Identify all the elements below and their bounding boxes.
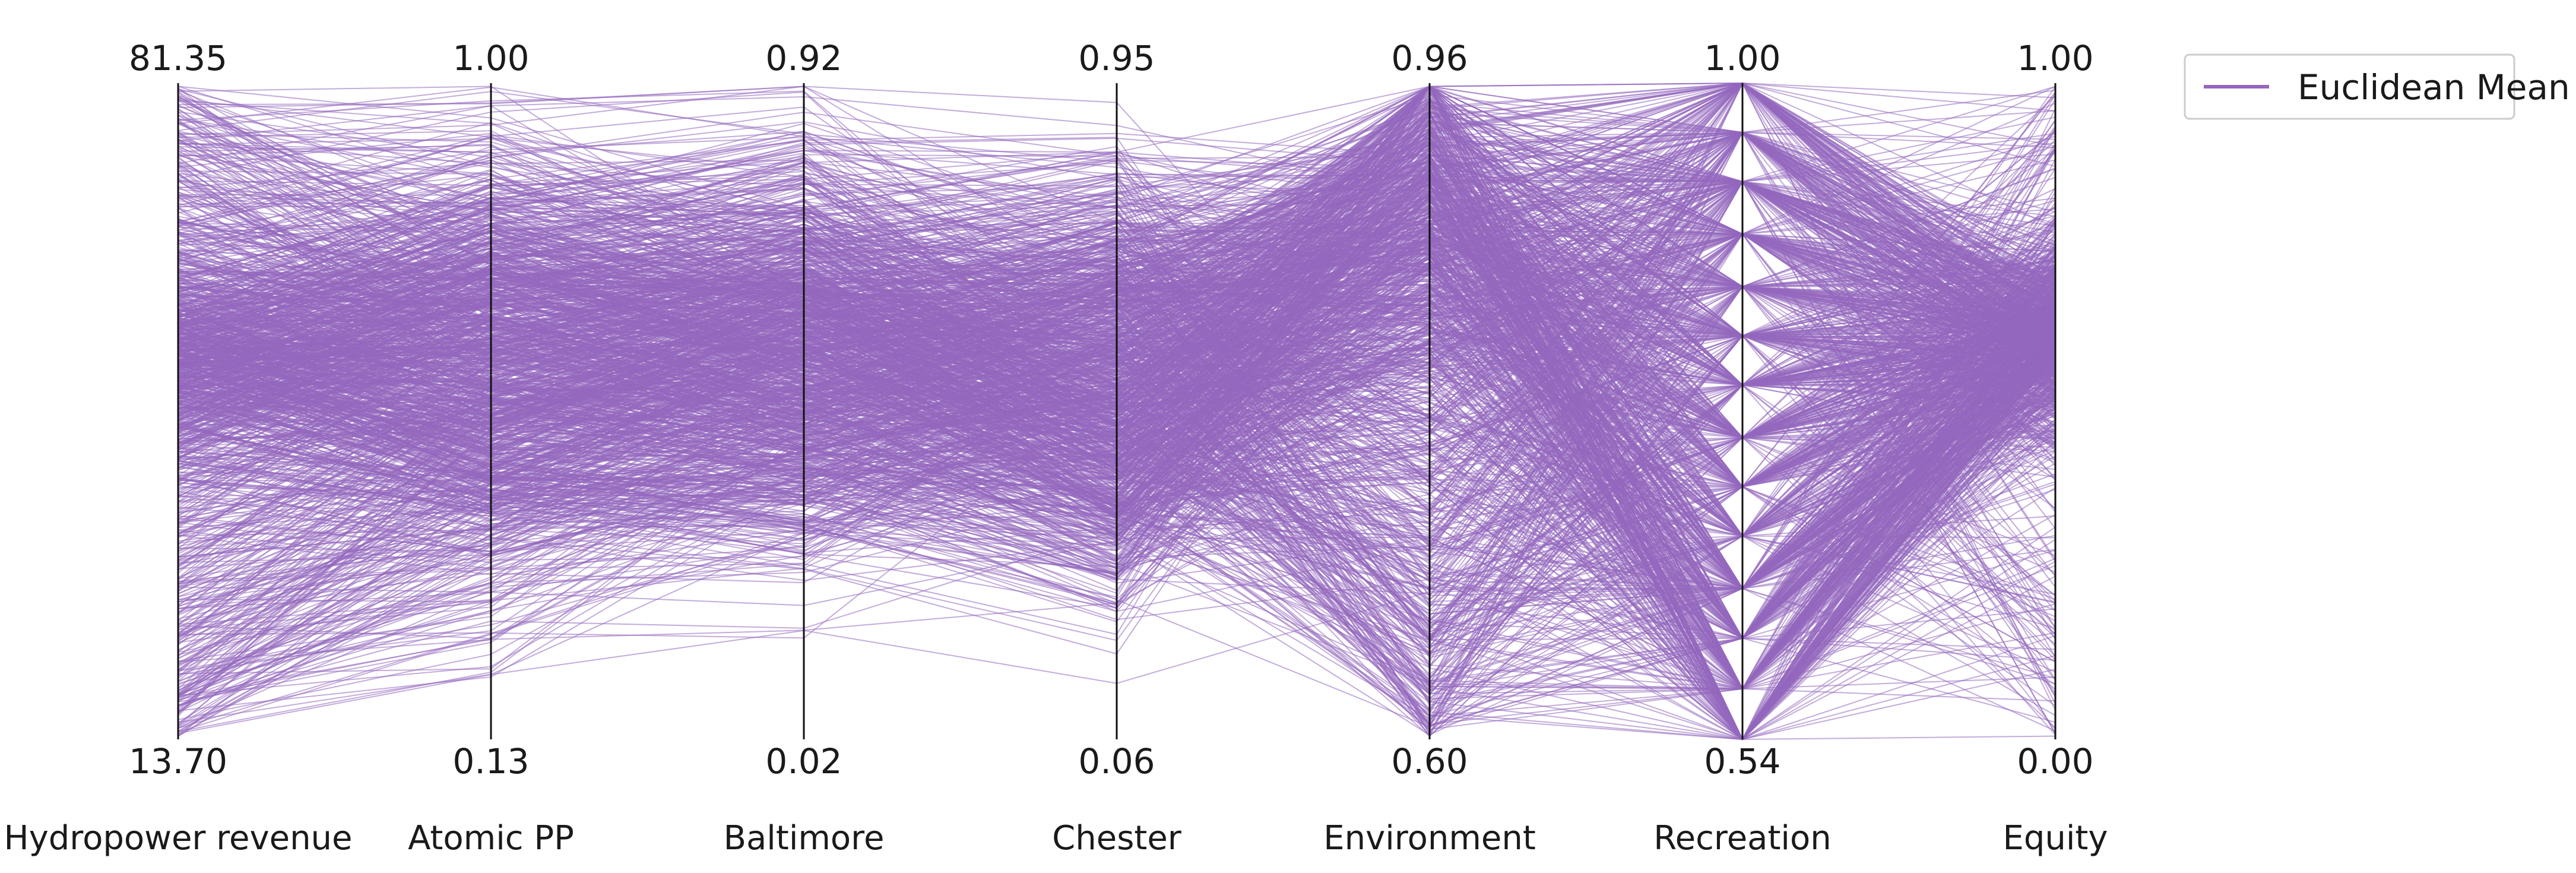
legend-box — [2184, 53, 2515, 120]
axis-min-tick-label: 13.70 — [129, 741, 227, 782]
legend-label: Euclidean Mean — [2298, 67, 2570, 107]
axes-layer — [177, 83, 2057, 739]
axis-max-tick-label: 0.96 — [1391, 38, 1468, 78]
axis-name-label: Chester — [1052, 819, 1182, 858]
axis-min-tick-label: 0.00 — [2017, 741, 2093, 782]
axis-min-tick-label: 0.60 — [1391, 741, 1468, 782]
axis-max-tick-label: 1.00 — [452, 38, 529, 78]
axis-min-tick-label: 0.54 — [1704, 741, 1780, 782]
axis-name-label: Baltimore — [724, 819, 885, 858]
axis-max-tick-label: 0.95 — [1078, 38, 1155, 78]
axis-min-tick-label: 0.02 — [765, 741, 842, 782]
axis-max-tick-label: 0.92 — [765, 38, 842, 78]
legend: Euclidean Mean — [2184, 53, 2570, 120]
axis-name-label: Equity — [2003, 819, 2108, 858]
axis-name-label: Recreation — [1653, 819, 1831, 858]
axis-name-label: Environment — [1323, 819, 1536, 858]
axis-max-tick-label: 1.00 — [1704, 38, 1780, 78]
axis-name-label: Atomic PP — [408, 819, 574, 858]
axis-min-tick-label: 0.13 — [452, 741, 529, 782]
axis-name-label: Hydropower revenue — [4, 819, 352, 858]
axis-labels-layer: 81.35 13.70 Hydropower revenue 1.00 0.13 Atom… — [4, 38, 2108, 858]
axis-min-tick-label: 0.06 — [1078, 741, 1155, 782]
axis-max-tick-label: 1.00 — [2017, 38, 2093, 78]
axis-max-tick-label: 81.35 — [129, 38, 227, 78]
